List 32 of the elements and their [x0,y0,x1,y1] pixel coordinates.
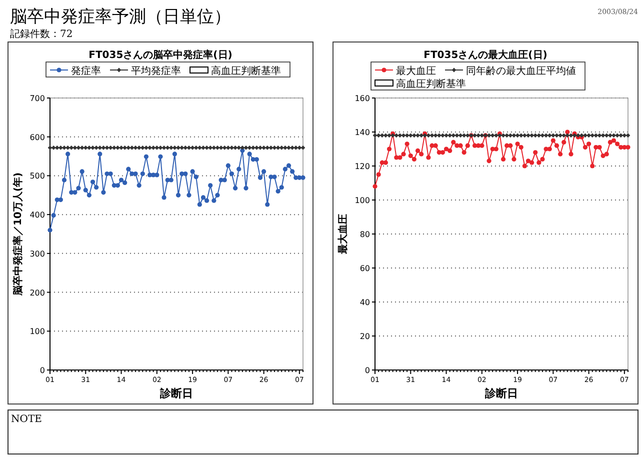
x-axis-title: 診断日 [484,387,518,400]
y-tick-label: 300 [30,249,45,258]
y-tick-label: 120 [354,162,370,171]
chart-title: FT035さんの脳卒中発症率(日) [88,49,232,61]
x-axis-title: 診断日 [159,387,193,400]
y-tick-label: 140 [354,128,370,137]
chart-title: FT035さんの最大血圧(日) [424,49,548,61]
y-axis-title: 最大血圧 [337,214,349,255]
y-tick-label: 100 [354,196,370,205]
legend-label: 平均発症率 [131,65,181,77]
legend-label: 高血圧判断基準 [396,78,466,90]
legend-label: 同年齢の最大血圧平均値 [466,65,576,77]
y-tick-label: 80 [360,230,370,239]
y-tick-label: 500 [30,172,45,181]
y-tick-label: 200 [30,288,45,298]
y-tick-label: 20 [360,332,370,341]
y-axis-title: 脳卒中発症率／10万人(年) [12,172,24,297]
legend-label: 最大血圧 [396,65,436,77]
y-tick-label: 0 [40,366,45,375]
text: 脳卒中発症率予測（日単位） [10,7,231,27]
y-tick-label: 700 [30,94,45,103]
y-tick-label: 40 [360,298,370,307]
y-tick-label: 160 [354,94,370,103]
text: 記録件数：72 [10,28,73,40]
y-tick-label: 60 [360,264,370,273]
y-tick-label: 400 [30,210,45,220]
legend-label: 発症率 [71,65,101,77]
y-tick-label: 100 [30,327,45,336]
y-tick-label: 0 [364,366,370,375]
text: NOTE [11,414,42,425]
y-tick-label: 600 [30,132,45,142]
legend-label: 高血圧判断基準 [211,65,281,77]
